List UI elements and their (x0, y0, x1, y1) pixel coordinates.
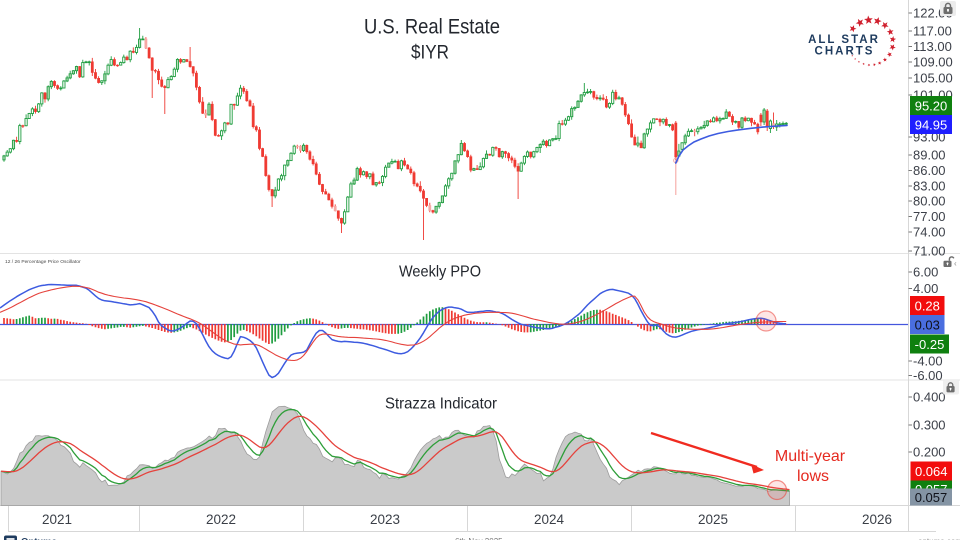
svg-text:0.200: 0.200 (913, 445, 946, 460)
svg-text:0.057: 0.057 (915, 490, 948, 505)
svg-text:-0.25: -0.25 (915, 337, 945, 352)
svg-text:77.00: 77.00 (913, 209, 946, 224)
svg-text:U.S. Real Estate: U.S. Real Estate (364, 16, 500, 39)
svg-text:12 / 26 Percentage Price Oscil: 12 / 26 Percentage Price Oscillator (5, 259, 81, 265)
svg-text:lows: lows (797, 468, 829, 485)
svg-text:105.00: 105.00 (913, 71, 953, 86)
svg-text:-6.00: -6.00 (913, 368, 943, 383)
svg-text:80.00: 80.00 (913, 194, 946, 209)
svg-text:109.00: 109.00 (913, 55, 953, 70)
svg-text:Multi-year: Multi-year (775, 448, 846, 465)
svg-text:Optuma: Optuma (21, 537, 58, 540)
svg-text:74.00: 74.00 (913, 225, 946, 240)
svg-text:-4.00: -4.00 (913, 354, 943, 369)
svg-text:ALL STAR: ALL STAR (808, 34, 880, 46)
svg-text:0.064: 0.064 (915, 464, 948, 479)
svg-text:Strazza Indicator: Strazza Indicator (385, 396, 498, 413)
svg-text:89.00: 89.00 (913, 148, 946, 163)
svg-text:0.400: 0.400 (913, 390, 946, 405)
svg-text:71.00: 71.00 (913, 244, 946, 259)
svg-text:2025: 2025 (698, 512, 728, 527)
svg-text:2026: 2026 (862, 512, 892, 527)
svg-text:6th Nov 2025: 6th Nov 2025 (455, 537, 503, 540)
svg-text:optuma.com: optuma.com (918, 537, 960, 540)
svg-text:2024: 2024 (534, 512, 565, 527)
svg-text:Weekly PPO: Weekly PPO (399, 264, 481, 281)
svg-text:2021: 2021 (42, 512, 72, 527)
svg-text:4.00: 4.00 (913, 281, 938, 296)
svg-text:2023: 2023 (370, 512, 400, 527)
svg-text:$IYR: $IYR (411, 43, 449, 64)
svg-text:86.00: 86.00 (913, 163, 946, 178)
svg-text:94.95: 94.95 (915, 118, 948, 133)
svg-text:6.00: 6.00 (913, 265, 938, 280)
svg-text:117.00: 117.00 (913, 24, 952, 39)
svg-text:‹: ‹ (954, 259, 957, 268)
svg-text:83.00: 83.00 (913, 179, 946, 194)
svg-text:0.03: 0.03 (915, 318, 940, 333)
svg-text:2022: 2022 (206, 512, 236, 527)
svg-text:95.20: 95.20 (915, 99, 948, 114)
svg-text:0.300: 0.300 (913, 418, 946, 433)
svg-text:113.00: 113.00 (913, 39, 952, 54)
svg-text:0.28: 0.28 (915, 299, 940, 314)
svg-text:CHARTS: CHARTS (815, 46, 875, 58)
